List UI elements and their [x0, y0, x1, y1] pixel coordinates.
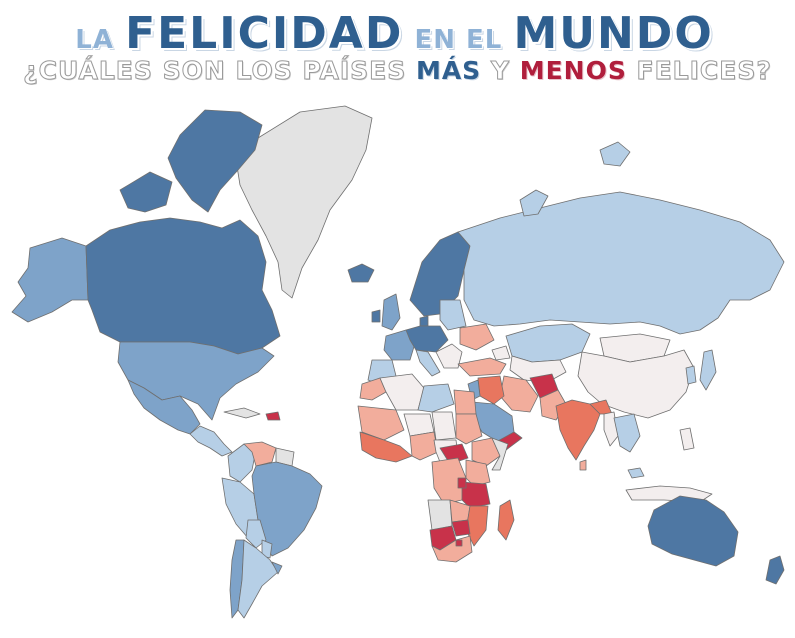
region-mauritania-mali: [357, 405, 405, 441]
region-italy: [415, 349, 441, 377]
region-mexico: [127, 379, 201, 435]
region-australia: [647, 495, 739, 567]
region-canada: [85, 217, 281, 355]
region-thailand-indochina: [613, 413, 641, 453]
subtitle: ¿CUÁLES SON LOS PAÍSES MÁS Y MENOS FELIC…: [0, 56, 795, 86]
region-uruguay: [271, 561, 283, 575]
region-central-america: [189, 425, 233, 457]
region-angola: [427, 499, 453, 531]
region-argentina: [237, 539, 279, 619]
region-usa: [117, 341, 275, 421]
region-korea: [685, 365, 697, 385]
region-lesotho: [455, 539, 463, 547]
title-word-la: LA: [75, 25, 114, 55]
region-ireland: [371, 309, 381, 323]
region-sri-lanka: [579, 459, 587, 471]
region-hispaniola: [265, 411, 281, 421]
title-block: LA FELICIDAD EN EL MUNDO ¿CUÁLES SON LOS…: [0, 0, 795, 100]
region-severnaya-zemlya: [599, 141, 631, 167]
region-iceland: [347, 263, 375, 283]
region-greenland: [235, 105, 373, 299]
region-venezuela: [243, 441, 277, 467]
region-brazil: [251, 461, 323, 557]
region-canada-islands: [167, 109, 263, 213]
region-zimbabwe: [451, 519, 471, 537]
region-balkans: [435, 343, 463, 369]
main-title: LA FELICIDAD EN EL MUNDO: [0, 8, 795, 59]
region-chad: [431, 411, 457, 441]
region-egypt: [453, 389, 477, 415]
region-ethiopia: [471, 437, 501, 467]
region-libya: [417, 383, 455, 413]
region-nigeria: [409, 431, 439, 461]
region-russia: [457, 191, 785, 335]
region-china: [577, 349, 695, 419]
world-happiness-map: [11, 105, 785, 619]
region-sudan: [455, 413, 483, 445]
region-south-sudan-car: [439, 443, 469, 465]
region-ukraine: [459, 323, 495, 351]
region-somalia: [491, 437, 509, 471]
subtitle-least: MENOS: [519, 56, 627, 85]
region-algeria: [379, 373, 425, 411]
region-madagascar: [497, 499, 515, 541]
subtitle-middle: Y: [481, 56, 520, 86]
region-caucasus: [491, 345, 511, 361]
region-cuba: [223, 407, 261, 419]
region-myanmar: [603, 411, 619, 447]
subtitle-most: MÁS: [415, 56, 482, 85]
region-west-africa: [359, 431, 413, 463]
region-philippines: [679, 427, 695, 451]
region-india: [555, 399, 601, 461]
region-morocco: [359, 377, 387, 401]
region-paraguay: [261, 539, 273, 559]
region-japan: [699, 349, 717, 391]
region-uk: [381, 293, 401, 331]
region-denmark: [419, 315, 429, 327]
region-novaya-zemlya: [519, 189, 549, 217]
region-malaysia: [627, 467, 645, 479]
region-alaska: [11, 237, 89, 323]
region-iraq-syria: [477, 375, 505, 405]
region-rwanda-burundi: [457, 477, 467, 489]
title-word-felicidad: FELICIDAD: [125, 8, 404, 59]
title-word-en-el: EN EL: [414, 25, 503, 55]
region-turkey: [457, 357, 507, 377]
region-new-zealand: [765, 555, 785, 585]
region-canada-islands-west: [119, 171, 173, 213]
subtitle-part1: ¿CUÁLES SON LOS PAÍSES: [23, 56, 416, 86]
subtitle-part2: FELICES?: [626, 56, 772, 86]
region-bolivia: [245, 519, 267, 549]
title-word-mundo: MUNDO: [513, 8, 714, 59]
region-kazakhstan: [505, 323, 591, 363]
region-poland-baltics: [439, 299, 467, 331]
region-central-europe: [405, 325, 449, 353]
